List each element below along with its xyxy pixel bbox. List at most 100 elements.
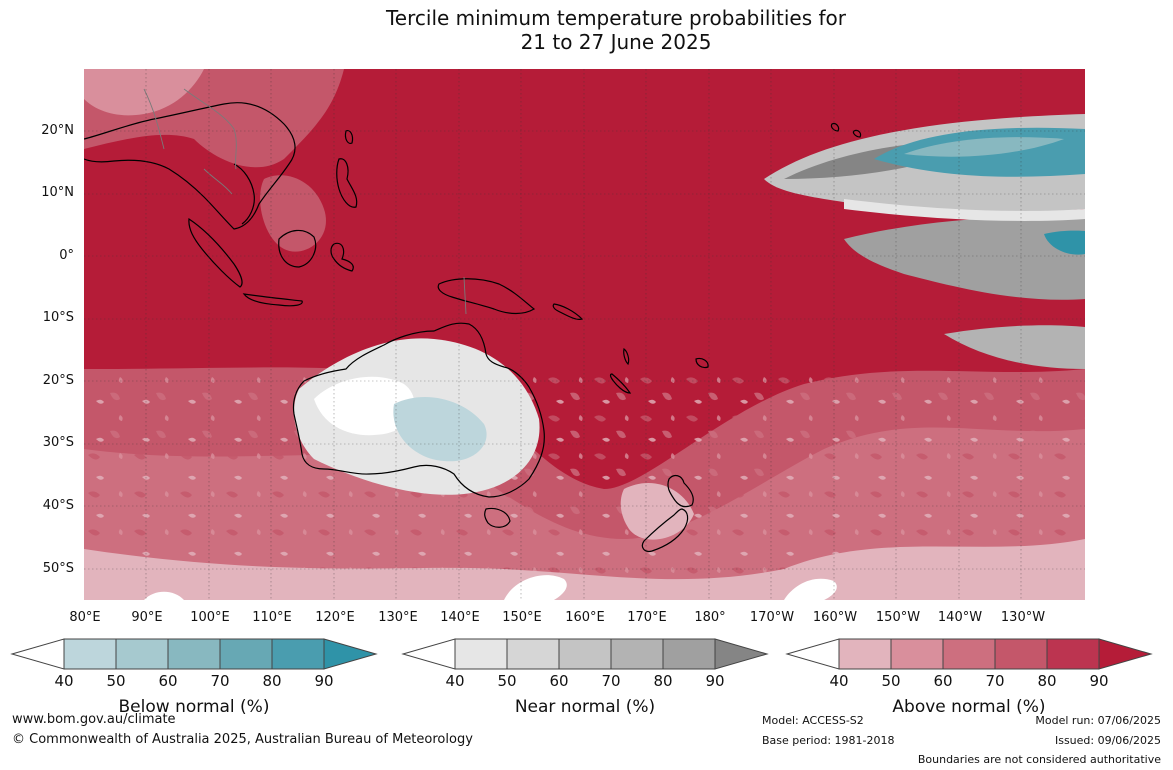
colorbar-below-2: [115, 638, 169, 670]
lon-label-130e: 130°E: [378, 610, 418, 625]
footer-disclaimer: Boundaries are not considered authoritat…: [917, 753, 1161, 766]
coastlines: [84, 102, 862, 552]
lon-label-150e: 150°E: [502, 610, 542, 625]
above-tick-70: 70: [985, 672, 1005, 690]
title-line-2: 21 to 27 June 2025: [520, 30, 712, 54]
above-tick-60: 60: [933, 672, 953, 690]
below-tick-60: 60: [158, 672, 178, 690]
colorbar-above-5: [1046, 638, 1100, 670]
above-tick-50: 50: [881, 672, 901, 690]
colorbar-above-3: [942, 638, 996, 670]
lon-label-180: 180°: [694, 610, 726, 625]
below-tick-70: 70: [210, 672, 230, 690]
lon-label-90e: 90°E: [131, 610, 163, 625]
fiji-coastline: [695, 357, 709, 369]
south-pacific-gray-band: [944, 325, 1085, 369]
above-normal-title: Above normal (%): [892, 697, 1046, 717]
colorbar-near-2: [506, 638, 560, 670]
new-zealand-north-island: [667, 474, 694, 508]
vanuatu-coastline: [623, 348, 630, 366]
lat-label-20s: 20°S: [42, 373, 74, 388]
lon-label-140e: 140°E: [440, 610, 480, 625]
footer-issued: Issued: 09/06/2025: [1054, 734, 1161, 747]
lat-label-50s: 50°S: [42, 561, 74, 576]
new-caledonia-coastline: [609, 373, 632, 394]
philippines-coastline: [336, 158, 358, 208]
colorbar-near-4: [610, 638, 664, 670]
colorbar-near-0: [401, 638, 456, 670]
footer-website-link[interactable]: www.bom.gov.au/climate: [12, 712, 176, 727]
lat-label-20n: 20°N: [41, 123, 74, 138]
probability-map: [84, 69, 1085, 600]
below-tick-80: 80: [262, 672, 282, 690]
lat-label-10s: 10°S: [42, 310, 74, 325]
lat-label-30s: 30°S: [42, 435, 74, 450]
near-tick-70: 70: [601, 672, 621, 690]
footer-copyright: © Commonwealth of Australia 2025, Austra…: [12, 732, 473, 747]
colorbar-below-3: [167, 638, 221, 670]
near-normal-title: Near normal (%): [514, 697, 656, 717]
java-coastline: [242, 293, 303, 307]
lon-label-120e: 120°E: [315, 610, 355, 625]
colorbar-near-6: [714, 638, 769, 670]
colorbar-above-1: [838, 638, 892, 670]
lon-label-110e: 110°E: [252, 610, 292, 625]
near-tick-50: 50: [497, 672, 517, 690]
colorbar-near-normal: [401, 637, 769, 671]
colorbar-below-4: [219, 638, 273, 670]
asia-mainland-coastline: [84, 102, 296, 230]
below-tick-50: 50: [106, 672, 126, 690]
gridlines: [84, 69, 1085, 600]
colorbar-above-6: [1098, 638, 1153, 670]
lat-label-10n: 10°N: [41, 185, 74, 200]
colorbar-below-1: [63, 638, 117, 670]
colorbar-above-normal: [785, 637, 1153, 671]
map-canvas: [84, 69, 1085, 600]
solomons-coastline: [552, 303, 584, 320]
new-guinea-coastline: [437, 278, 536, 315]
lon-label-140w: 140°W: [937, 610, 983, 625]
lat-label-40s: 40°S: [42, 498, 74, 513]
above-tick-90: 90: [1089, 672, 1109, 690]
colorbar-above-2: [890, 638, 944, 670]
colorbar-above-0: [785, 638, 840, 670]
hawaii-coastline: [830, 122, 862, 138]
colorbar-near-1: [454, 638, 508, 670]
below-normal-title: Below normal (%): [118, 697, 270, 717]
lon-label-160w: 160°W: [812, 610, 858, 625]
near-tick-60: 60: [549, 672, 569, 690]
below-tick-40: 40: [54, 672, 74, 690]
colorbar-above-4: [994, 638, 1048, 670]
near-tick-40: 40: [445, 672, 465, 690]
map-title: Tercile minimum temperature probabilitie…: [0, 6, 1173, 54]
australia-below-normal-patch: [393, 396, 487, 462]
equatorial-teal-spot: [1044, 230, 1085, 255]
footer-model: Model: ACCESS-S2: [762, 714, 864, 727]
lon-label-80e: 80°E: [69, 610, 101, 625]
colorbar-near-3: [558, 638, 612, 670]
east-pale-band: [844, 199, 1085, 221]
country-borders: [143, 88, 467, 315]
indochina-coastline: [233, 163, 255, 225]
footer-model-run: Model run: 07/06/2025: [1035, 714, 1161, 727]
lon-label-160e: 160°E: [565, 610, 605, 625]
sumatra-coastline: [188, 217, 243, 288]
colorbar-below-normal: [10, 637, 378, 671]
near-tick-80: 80: [653, 672, 673, 690]
above-tick-80: 80: [1037, 672, 1057, 690]
lon-label-100e: 100°E: [190, 610, 230, 625]
asia-pale-patch: [84, 69, 204, 116]
lon-label-170w: 170°W: [749, 610, 795, 625]
below-tick-90: 90: [314, 672, 334, 690]
central-pacific-below-light: [904, 137, 1064, 157]
sulawesi-coastline: [330, 242, 354, 272]
colorbar-below-5: [271, 638, 325, 670]
above-tick-40: 40: [829, 672, 849, 690]
lon-label-150w: 150°W: [875, 610, 921, 625]
australia-interior-white: [314, 376, 415, 436]
title-line-1: Tercile minimum temperature probabilitie…: [385, 6, 847, 30]
tasmania-coastline: [484, 507, 511, 528]
bay-patch: [260, 175, 326, 252]
new-zealand-south-island: [641, 508, 689, 552]
nz-patch: [620, 483, 694, 540]
